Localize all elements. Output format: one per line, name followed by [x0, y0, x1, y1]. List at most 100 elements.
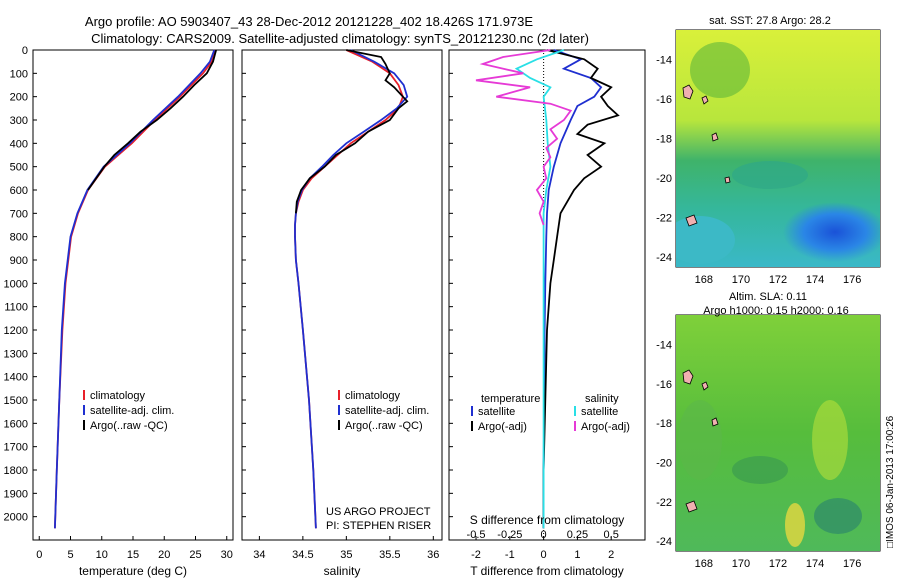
sla-island-4	[685, 500, 698, 513]
temperature-xlabel: temperature (deg C)	[79, 564, 187, 578]
x-tick-label: 20	[158, 549, 170, 561]
sst-island-2	[701, 95, 709, 105]
x-tick-label: 35	[340, 549, 352, 561]
map-y-tick-label: -14	[656, 340, 672, 352]
depth-tick-label: 1300	[4, 348, 28, 360]
x-tick-label: 1	[574, 549, 580, 561]
legend-label: satellite	[478, 406, 515, 418]
legend-label: satellite-adj. clim.	[90, 405, 174, 417]
salinity-xlabel: salinity	[324, 564, 361, 578]
map-y-tick-label: -18	[656, 418, 672, 430]
depth-tick-label: 0	[22, 45, 28, 57]
diff-legend-salinity-title: salinity	[585, 393, 619, 405]
legend-label: satellite	[581, 406, 618, 418]
depth-tick-label: 1800	[4, 465, 28, 477]
map-y-tick-label: -16	[656, 379, 672, 391]
x-tick-label: 0	[36, 549, 42, 561]
sla-map-title: Altim. SLA: 0.11	[729, 291, 807, 303]
legend-label: Argo(..raw -QC)	[345, 420, 423, 432]
x-tick-label: 5	[67, 549, 73, 561]
map-x-tick-label: 172	[769, 274, 787, 286]
map-y-tick-label: -22	[656, 497, 672, 509]
depth-tick-label: 1200	[4, 325, 28, 337]
depth-tick-label: 300	[10, 115, 28, 127]
temperature-panel	[32, 49, 234, 541]
series-line-argo-raw-qc-	[87, 49, 217, 191]
map-x-tick-label: 174	[806, 558, 824, 570]
depth-tick-label: 600	[10, 185, 28, 197]
s-tick-label: 0	[541, 529, 547, 541]
x-tick-label: 30	[221, 549, 233, 561]
difference-secondary-label: S difference from climatology	[470, 513, 625, 527]
depth-tick-label: 1100	[4, 302, 28, 314]
map-y-tick-label: -14	[656, 55, 672, 67]
legend-label: satellite-adj. clim.	[345, 405, 429, 417]
map-y-tick-label: -20	[656, 458, 672, 470]
depth-tick-label: 1500	[4, 395, 28, 407]
legend-label: climatology	[345, 390, 401, 402]
map-x-tick-label: 172	[769, 558, 787, 570]
x-tick-label: 34.5	[292, 549, 313, 561]
x-tick-label: 15	[127, 549, 139, 561]
x-tick-label: -1	[505, 549, 515, 561]
x-tick-label: 36	[427, 549, 439, 561]
legend-label: climatology	[90, 390, 146, 402]
x-tick-label: 0	[541, 549, 547, 561]
s-tick-label: 0.25	[567, 529, 588, 541]
depth-tick-label: 1400	[4, 372, 28, 384]
map-y-tick-label: -24	[656, 252, 672, 264]
depth-tick-label: 400	[10, 138, 28, 150]
depth-tick-label: 500	[10, 162, 28, 174]
series-line-s-satellite	[514, 49, 565, 529]
depth-tick-label: 900	[10, 255, 28, 267]
salinity-annotation-2: PI: STEPHEN RISER	[326, 520, 431, 532]
sla-island-2	[701, 381, 709, 391]
sst-island-3	[711, 132, 719, 142]
depth-tick-label: 1700	[4, 442, 28, 454]
sst-island-5	[724, 176, 731, 184]
map-y-tick-label: -24	[656, 536, 672, 548]
legend-label: Argo(-adj)	[581, 421, 630, 433]
series-line-s-argo-adj-	[475, 49, 573, 226]
s-tick-label: -0.5	[467, 529, 486, 541]
map-x-tick-label: 174	[806, 274, 824, 286]
sla-map-field	[676, 315, 880, 551]
header-line-1: Argo profile: AO 5903407_43 28-Dec-2012 …	[85, 14, 533, 29]
map-x-tick-label: 170	[732, 274, 750, 286]
x-tick-label: 10	[96, 549, 108, 561]
x-tick-label: 2	[608, 549, 614, 561]
map-y-tick-label: -16	[656, 94, 672, 106]
series-line-satellite-adj-clim-	[54, 49, 216, 529]
depth-tick-label: 2000	[4, 512, 28, 524]
sst-island-1	[682, 84, 694, 100]
depth-tick-label: 800	[10, 232, 28, 244]
depth-tick-label: 1000	[4, 278, 28, 290]
map-y-tick-label: -20	[656, 173, 672, 185]
map-y-tick-label: -22	[656, 213, 672, 225]
legend-label: Argo(..raw -QC)	[90, 420, 168, 432]
legend-label: Argo(-adj)	[478, 421, 527, 433]
series-line-t-satellite	[542, 49, 603, 529]
series-line-satellite-adj-clim-	[294, 49, 409, 529]
sst-map-title: sat. SST: 27.8 Argo: 28.2	[709, 15, 831, 27]
depth-tick-label: 1600	[4, 418, 28, 430]
salinity-panel	[241, 49, 443, 541]
x-tick-label: -2	[471, 549, 481, 561]
depth-tick-label: 700	[10, 208, 28, 220]
imos-watermark: □IMOS 06-Jan-2013 17:00:26	[885, 415, 896, 548]
map-x-tick-label: 168	[695, 558, 713, 570]
x-tick-label: 35.5	[379, 549, 400, 561]
series-line-t-argo-adj-	[542, 49, 620, 529]
series-line-climatology	[54, 49, 217, 529]
map-y-tick-label: -18	[656, 134, 672, 146]
sla-island-1	[682, 369, 694, 385]
map-x-tick-label: 176	[843, 274, 861, 286]
difference-xlabel: T difference from climatology	[470, 564, 624, 578]
sla-map-subtitle: Argo h1000: 0.15 h2000: 0.16	[703, 305, 849, 317]
salinity-annotation-1: US ARGO PROJECT	[326, 506, 431, 518]
depth-tick-label: 200	[10, 92, 28, 104]
s-tick-label: -0.25	[497, 529, 522, 541]
diff-legend-temperature-title: temperature	[481, 393, 540, 405]
s-tick-label: 0.5	[604, 529, 619, 541]
